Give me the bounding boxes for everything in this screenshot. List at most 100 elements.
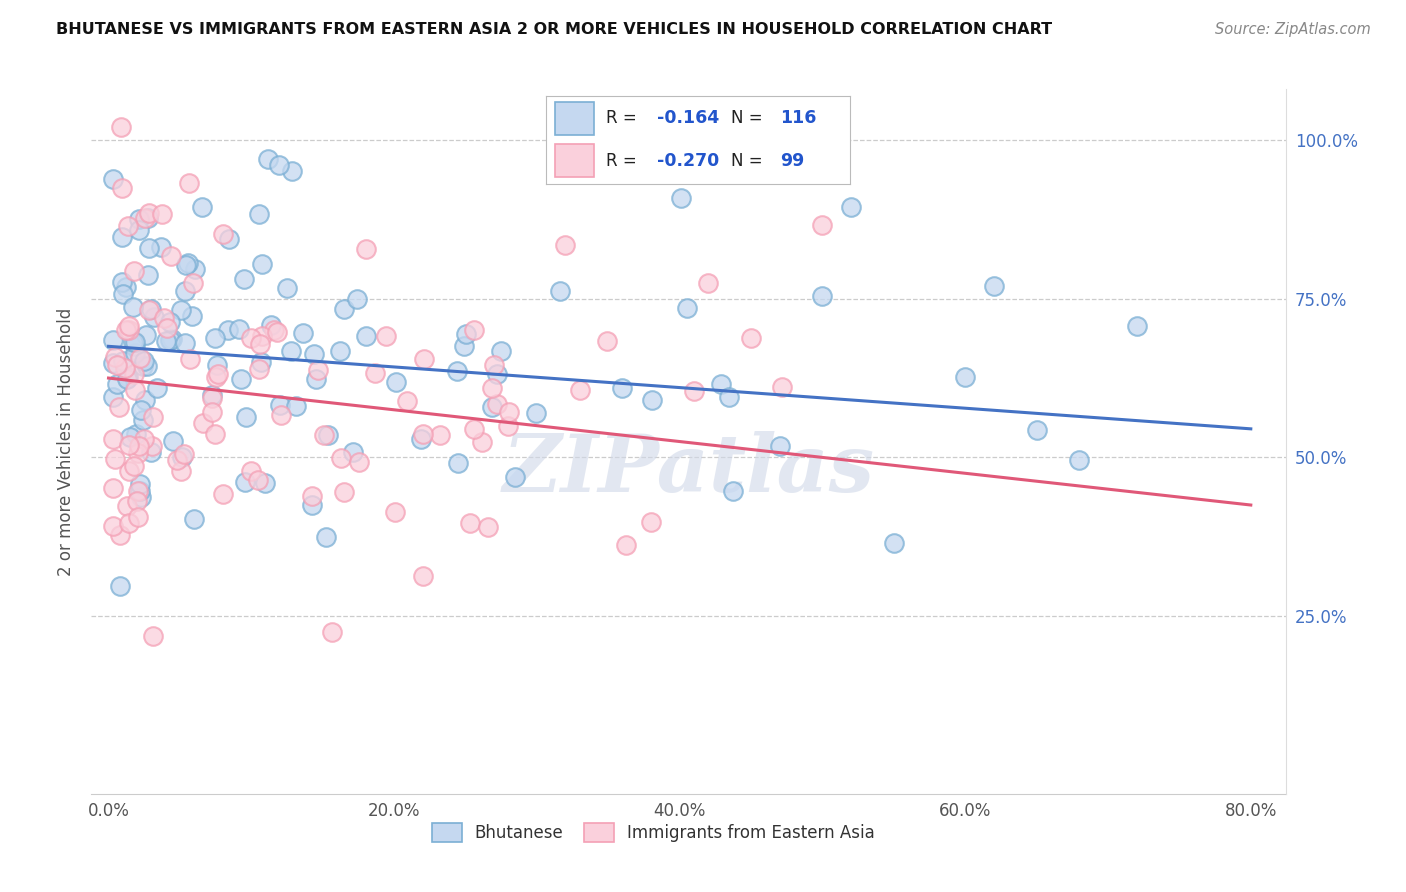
Point (166, 452, 188, 467)
Point (212, 487, 235, 501)
Point (111, 275, 134, 289)
Point (269, 398, 291, 412)
Point (170, 450, 193, 465)
Point (307, 363, 329, 377)
Point (291, 326, 314, 340)
Point (110, 230, 132, 244)
Point (281, 164, 304, 178)
Point (429, 428, 451, 442)
Point (329, 344, 352, 359)
Point (247, 473, 270, 487)
Point (596, 334, 619, 348)
Point (162, 434, 184, 449)
Point (125, 426, 148, 441)
Point (312, 428, 335, 442)
Point (346, 292, 368, 306)
Point (122, 334, 145, 349)
Point (191, 417, 214, 431)
Text: BHUTANESE VS IMMIGRANTS FROM EASTERN ASIA 2 OR MORE VEHICLES IN HOUSEHOLD CORREL: BHUTANESE VS IMMIGRANTS FROM EASTERN ASI… (56, 22, 1052, 37)
Point (181, 276, 204, 290)
Point (173, 284, 195, 298)
Point (112, 353, 135, 368)
Point (1069, 453, 1091, 467)
Point (118, 464, 141, 478)
Point (550, 285, 572, 299)
Point (253, 475, 276, 490)
Point (115, 323, 138, 337)
Point (250, 257, 273, 271)
Point (721, 484, 744, 499)
Point (375, 328, 398, 343)
Point (201, 388, 224, 402)
Point (811, 219, 834, 233)
Point (640, 515, 662, 529)
Point (170, 302, 193, 317)
Point (184, 262, 207, 277)
Point (128, 483, 150, 498)
Point (101, 355, 124, 369)
Point (333, 301, 356, 316)
Point (136, 211, 159, 225)
Point (128, 211, 150, 226)
Point (115, 372, 138, 386)
Point (768, 439, 790, 453)
Point (125, 494, 148, 508)
Point (118, 429, 141, 443)
Point (136, 268, 159, 282)
Point (205, 359, 228, 373)
Point (481, 401, 503, 415)
Point (114, 360, 136, 375)
Point (235, 409, 257, 424)
Point (131, 490, 153, 504)
Point (301, 489, 323, 503)
Point (134, 433, 156, 447)
Point (409, 432, 432, 446)
Point (235, 475, 257, 489)
Point (1125, 318, 1147, 333)
Point (108, 400, 131, 414)
Point (117, 369, 139, 384)
Point (385, 375, 408, 389)
Point (159, 315, 181, 329)
Point (190, 200, 212, 214)
Point (496, 418, 519, 433)
Point (883, 536, 905, 550)
Point (136, 359, 159, 373)
Point (110, 120, 132, 135)
Point (141, 439, 163, 453)
Point (333, 485, 356, 500)
Point (717, 390, 740, 404)
Point (477, 519, 499, 533)
Point (142, 410, 165, 425)
Point (139, 301, 162, 316)
Point (446, 364, 468, 378)
Point (101, 519, 124, 533)
Point (257, 152, 280, 166)
Point (135, 328, 157, 343)
Point (247, 207, 270, 221)
Point (239, 331, 262, 345)
Point (177, 256, 200, 270)
Point (697, 276, 720, 290)
Point (489, 344, 512, 359)
Point (412, 426, 434, 441)
Point (228, 321, 250, 335)
Point (132, 353, 155, 368)
Point (983, 279, 1005, 293)
Point (104, 351, 127, 365)
Point (740, 330, 762, 344)
Point (105, 358, 128, 372)
Point (101, 333, 124, 347)
Point (101, 481, 124, 495)
Point (101, 171, 124, 186)
Point (138, 241, 160, 255)
Point (482, 358, 505, 372)
Point (139, 445, 162, 459)
Point (108, 527, 131, 541)
Point (128, 223, 150, 237)
Point (111, 181, 134, 195)
Legend: Bhutanese, Immigrants from Eastern Asia: Bhutanese, Immigrants from Eastern Asia (425, 816, 882, 849)
Point (266, 325, 288, 339)
Point (124, 346, 146, 360)
Point (412, 569, 434, 583)
